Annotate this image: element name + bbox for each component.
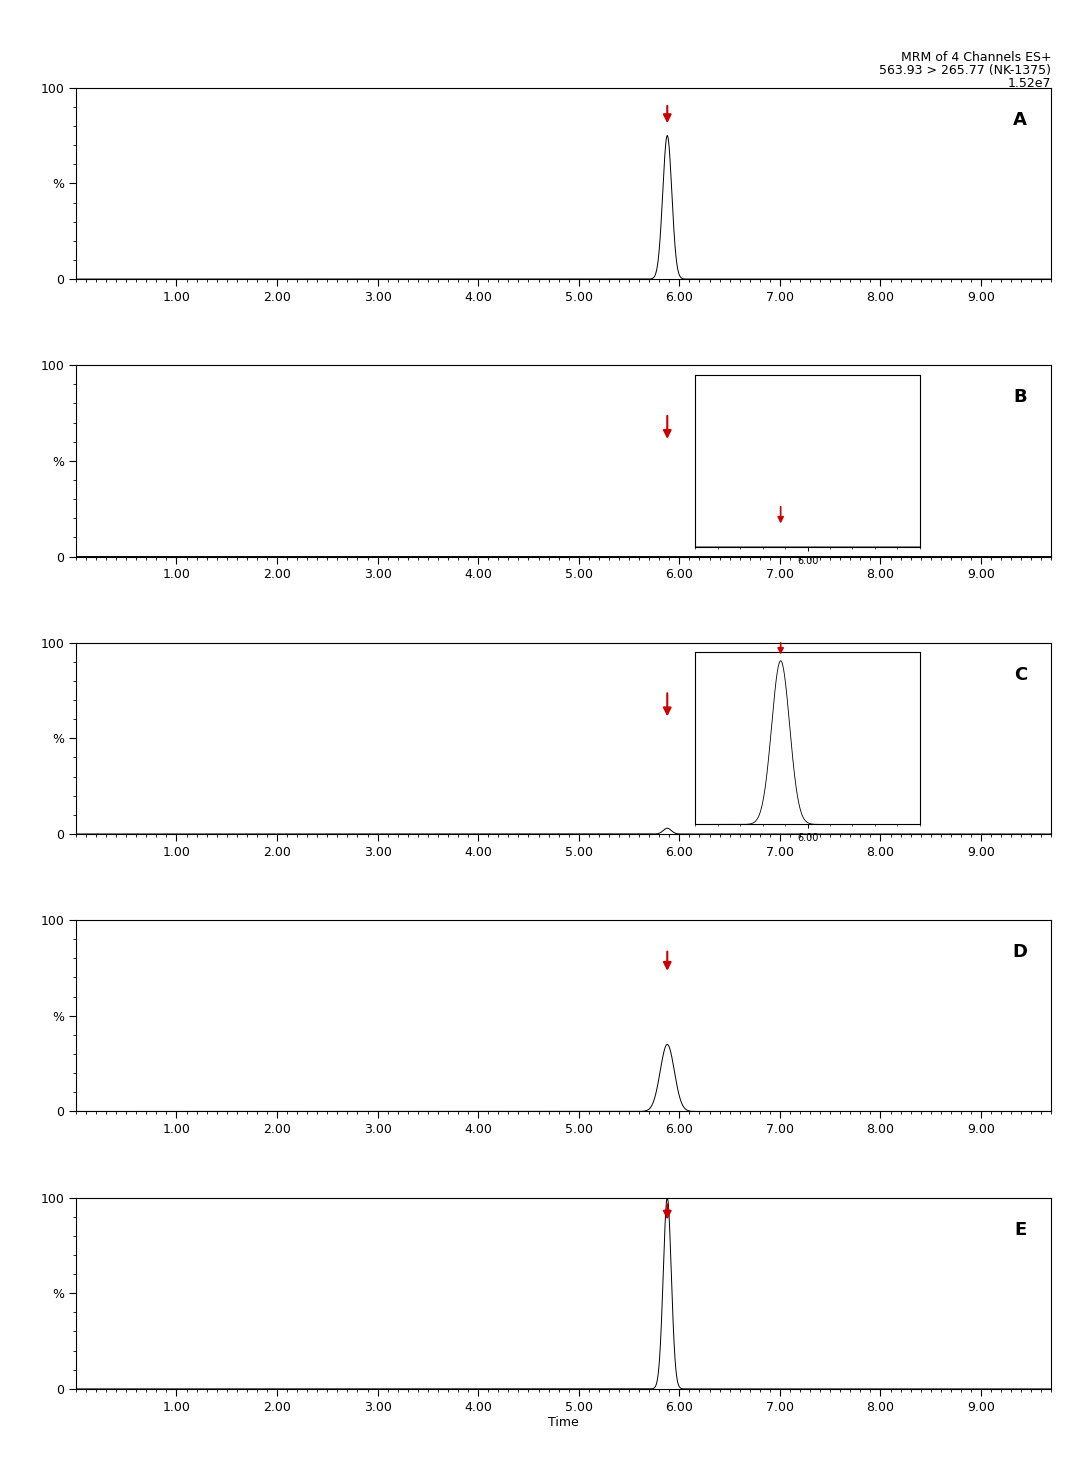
Text: C: C <box>1014 665 1028 684</box>
Text: MRM of 4 Channels ES+: MRM of 4 Channels ES+ <box>901 51 1051 64</box>
Text: E: E <box>1015 1221 1028 1238</box>
Text: B: B <box>1014 387 1028 406</box>
X-axis label: Time: Time <box>549 1417 579 1430</box>
Text: D: D <box>1012 943 1028 961</box>
Text: 1.52e7: 1.52e7 <box>1008 77 1051 91</box>
Text: 563.93 > 265.77 (NK-1375): 563.93 > 265.77 (NK-1375) <box>879 64 1051 77</box>
Text: A: A <box>1014 111 1028 129</box>
